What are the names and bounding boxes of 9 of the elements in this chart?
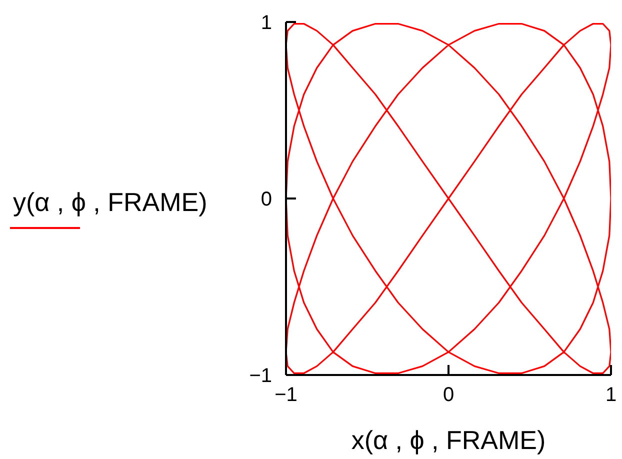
y-tick-label: 0 <box>260 188 272 211</box>
x-tick-label: −1 <box>274 384 298 406</box>
y-tick-label: −1 <box>249 365 272 388</box>
y-tick-label: 1 <box>260 12 272 34</box>
line-series <box>286 22 611 374</box>
x-tick-label: 0 <box>442 384 454 406</box>
x-axis-title: x(α , ϕ , FRAME) <box>350 424 547 456</box>
x-tick-label: 1 <box>605 384 617 406</box>
y-axis-title: y(α , ϕ , FRAME) <box>13 186 208 218</box>
